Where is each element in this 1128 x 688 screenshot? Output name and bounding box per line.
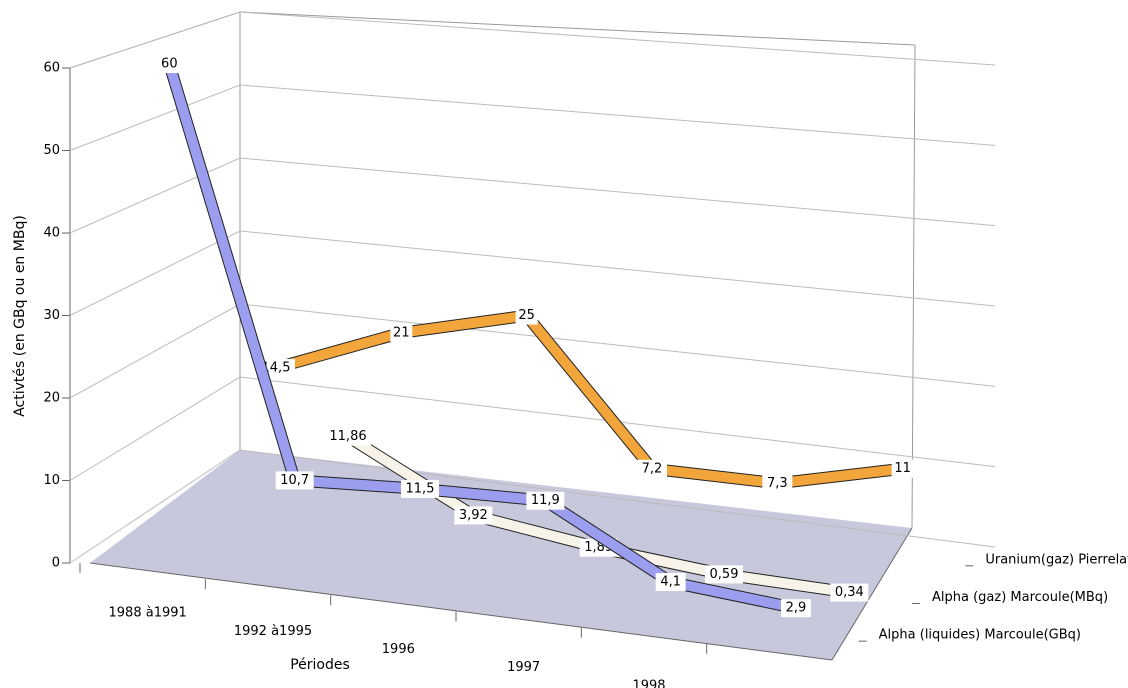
y-axis-title: Activtés (en GBq ou en MBq)	[12, 215, 28, 417]
value-label-box	[655, 573, 686, 592]
value-label: 4,1	[660, 575, 681, 590]
grid-line	[69, 376, 996, 481]
floor	[90, 450, 912, 660]
y-tick-label: 50	[43, 143, 60, 158]
x-tick-label: 1988 à1991	[109, 606, 187, 621]
value-label-box	[390, 323, 413, 342]
value-label-box	[781, 599, 811, 618]
value-label: 3,92	[459, 508, 488, 523]
value-label-box	[526, 491, 565, 510]
value-label-box	[401, 479, 439, 498]
value-label: 0,34	[835, 585, 864, 600]
y-tick-label: 0	[52, 556, 60, 571]
value-label: 2,9	[786, 601, 807, 616]
series: 14,5 21 25 7,2 7,3 11	[257, 306, 914, 493]
grid-line	[69, 449, 996, 564]
value-label: 14,5	[262, 360, 291, 375]
x-tick-label: 1992 à1995	[234, 624, 312, 639]
value-label: 11,86	[329, 429, 366, 444]
value-label: 10,7	[280, 473, 309, 488]
value-label-box	[705, 565, 743, 584]
value-label-box	[275, 471, 314, 490]
x-tick-label: 1997	[507, 660, 540, 675]
legend-label: Alpha (gaz) Marcoule(MBq)	[932, 590, 1108, 605]
value-label: 7,3	[767, 476, 788, 491]
value-label: 25	[518, 308, 535, 323]
value-label-box	[515, 306, 538, 325]
y-tick-label: 30	[43, 308, 60, 323]
x-axis-title: Périodes	[290, 657, 350, 673]
value-label: 21	[393, 325, 410, 340]
y-tick-label: 10	[43, 473, 60, 488]
value-label-box	[830, 583, 869, 602]
value-label-box	[762, 474, 793, 493]
x-tick-label: 1998	[632, 678, 665, 688]
y-tick-label: 60	[43, 61, 60, 76]
y-tick-label: 40	[43, 226, 60, 241]
grid-line	[69, 11, 996, 69]
grid-line	[69, 84, 996, 151]
value-label: 0,59	[710, 567, 739, 582]
x-axis	[89, 562, 833, 661]
legend-label: Uranium(gaz) Pierrelatte(MBq)	[985, 552, 1128, 567]
series-line	[274, 310, 904, 489]
y-tick-label: 20	[43, 391, 60, 406]
value-label-box	[325, 427, 371, 446]
legend-label: Alpha (liquides) Marcoule(GBq)	[879, 628, 1081, 643]
value-label-box	[454, 506, 493, 525]
value-label-box	[158, 55, 181, 74]
grid-line	[69, 230, 996, 316]
value-label-box	[891, 459, 914, 478]
value-label: 11,5	[406, 481, 435, 496]
value-label-box	[637, 459, 667, 478]
value-label: 11,9	[531, 493, 560, 508]
value-label: 60	[161, 57, 178, 72]
value-label: 7,2	[642, 461, 663, 476]
x-tick-label: 1996	[382, 642, 415, 657]
z-axis	[831, 527, 913, 661]
series: 60 10,7 11,5 11,9 4,1 2,9	[158, 55, 811, 618]
top-edge	[239, 11, 916, 46]
back-right-edge	[911, 44, 916, 529]
value-label: 11	[894, 461, 911, 476]
series-line	[164, 62, 798, 614]
grid-line	[69, 157, 996, 234]
